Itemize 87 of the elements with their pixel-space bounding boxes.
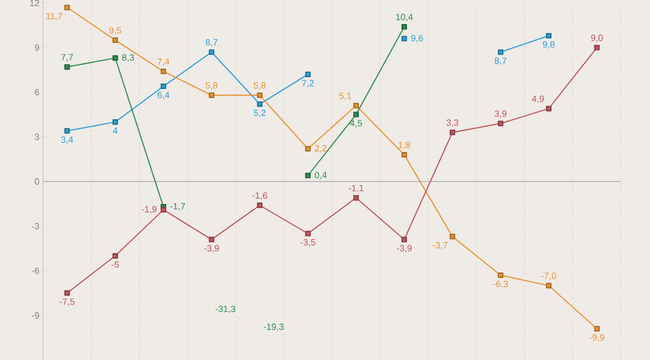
point <box>450 130 456 136</box>
point <box>64 128 70 134</box>
data-label: 3,4 <box>61 136 74 144</box>
point <box>594 44 600 50</box>
data-label: 4 <box>112 128 118 134</box>
point <box>257 92 263 98</box>
data-label: 9,8 <box>542 41 555 49</box>
point <box>498 120 504 126</box>
y-tick-label: 12 <box>30 0 40 6</box>
point <box>402 236 408 242</box>
point <box>353 112 359 118</box>
point <box>546 282 552 288</box>
point <box>112 55 118 61</box>
point <box>353 102 359 108</box>
point <box>402 36 408 42</box>
data-label: 6,4 <box>158 92 170 100</box>
data-label: -9,9 <box>590 334 604 342</box>
y-tick-label: 0 <box>34 178 40 185</box>
point <box>257 202 263 208</box>
point <box>112 253 118 259</box>
point <box>160 207 166 213</box>
data-label: 4,9 <box>532 96 544 104</box>
data-label: -3,9 <box>396 245 412 252</box>
point <box>305 172 311 178</box>
data-label: 7,7 <box>61 54 73 62</box>
data-label: -6,3 <box>493 280 508 288</box>
data-label: 7,2 <box>302 80 314 88</box>
point <box>594 326 600 332</box>
data-label: 11,7 <box>46 12 62 20</box>
data-label: 8,7 <box>494 58 506 66</box>
data-label: 7,4 <box>158 58 170 66</box>
y-tick-label: -6 <box>32 268 40 274</box>
data-label: -1,1 <box>348 184 364 192</box>
data-label: 8,3 <box>122 54 134 62</box>
data-label: -7,0 <box>541 272 556 280</box>
point <box>498 49 504 55</box>
data-label: 4,5 <box>350 120 362 128</box>
point <box>305 146 311 152</box>
data-label: 5,2 <box>254 110 266 118</box>
point <box>64 290 70 296</box>
y-tick-label: -9 <box>32 312 40 319</box>
data-label: -3,9 <box>204 245 219 252</box>
point <box>353 195 359 201</box>
point <box>498 272 504 278</box>
data-label: 10,4 <box>396 14 413 22</box>
point <box>208 92 214 98</box>
data-label: -1,9 <box>142 206 156 214</box>
data-label: -3,7 <box>432 242 448 250</box>
point <box>546 32 552 38</box>
point <box>402 24 408 30</box>
data-label: -3,5 <box>300 239 316 247</box>
point <box>257 101 263 107</box>
data-label: -1,7 <box>170 203 186 210</box>
y-tick-label: 6 <box>34 89 40 96</box>
data-label: 9,6 <box>411 34 423 42</box>
data-label: -5 <box>112 261 119 268</box>
point <box>305 72 311 78</box>
data-label: 3,9 <box>494 110 506 118</box>
point <box>112 37 118 43</box>
y-tick-label: 3 <box>34 134 40 140</box>
point <box>208 49 214 55</box>
data-label: 5,8 <box>206 82 218 90</box>
point <box>64 64 70 70</box>
point <box>305 230 311 236</box>
text: -31,3 <box>216 306 236 314</box>
data-label: 1,8 <box>398 142 410 150</box>
data-label: 5,1 <box>339 92 352 100</box>
point <box>112 119 118 125</box>
data-label: 8,7 <box>206 39 218 47</box>
data-label: 3,3 <box>446 119 458 127</box>
text: -19,3 <box>264 324 284 331</box>
data-label: 2,2 <box>314 145 327 152</box>
point <box>160 68 166 74</box>
data-label: -1,6 <box>252 192 268 200</box>
point <box>450 234 456 240</box>
data-label: -7,5 <box>60 298 74 306</box>
data-label: 9,0 <box>591 34 603 42</box>
point <box>402 152 408 158</box>
y-tick-label: -3 <box>32 222 40 230</box>
point <box>64 4 70 10</box>
data-label: 9,5 <box>109 27 122 35</box>
data-label: 0,4 <box>314 172 327 180</box>
data-label: 5,8 <box>254 82 266 90</box>
point <box>160 84 166 90</box>
y-tick-label: 9 <box>34 44 40 51</box>
point <box>546 106 552 112</box>
point <box>208 236 214 242</box>
